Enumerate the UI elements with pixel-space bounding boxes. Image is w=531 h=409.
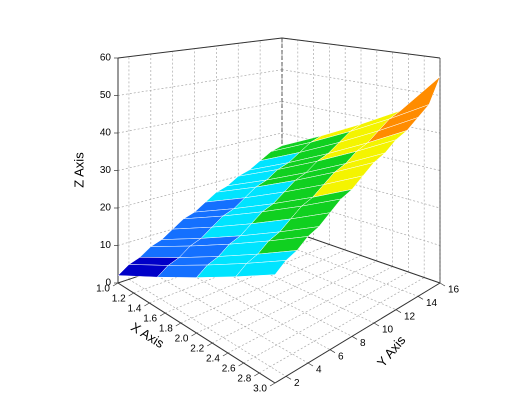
x-tick-label: 3.0	[253, 384, 267, 395]
grid-line	[281, 164, 441, 209]
grid-line	[180, 249, 346, 324]
axis-frame	[281, 227, 441, 284]
grid-line	[281, 195, 441, 246]
tick-mark	[191, 332, 197, 337]
y-axis-title: Y Axis	[374, 332, 409, 370]
z-axis-title: Z Axis	[71, 152, 86, 188]
grid-line	[117, 69, 283, 96]
grid-line	[281, 100, 441, 134]
tick-mark	[439, 282, 446, 287]
y-tick-label: 12	[404, 311, 416, 322]
x-tick-label: 2.4	[206, 354, 220, 365]
grid-line	[117, 132, 283, 171]
grid-line	[281, 69, 441, 96]
y-tick-label: 2	[294, 378, 300, 389]
tick-mark	[144, 302, 150, 307]
z-tick-label: 10	[100, 240, 112, 251]
grid-line	[164, 244, 330, 314]
y-tick-label: 10	[382, 325, 394, 336]
x-tick-label: 1.4	[127, 304, 141, 315]
grid-line	[117, 100, 283, 134]
tick-mark	[395, 309, 402, 313]
grid-line	[243, 271, 409, 364]
tick-mark	[329, 349, 336, 353]
tick-mark	[254, 372, 260, 377]
z-tick-label: 30	[100, 165, 112, 176]
tick-mark	[238, 362, 244, 367]
tick-mark	[351, 336, 358, 340]
grid-line	[128, 279, 287, 377]
x-tick-label: 1.0	[96, 284, 110, 295]
axis-frame	[117, 37, 283, 59]
axis-frame	[281, 37, 441, 59]
y-tick-label: 16	[448, 285, 460, 296]
tick-mark	[175, 322, 181, 327]
y-tick-label: 4	[316, 365, 322, 376]
grid-line	[212, 260, 377, 344]
x-tick-label: 2.0	[175, 334, 189, 345]
y-tick-label: 6	[338, 351, 344, 362]
grid-line	[227, 266, 393, 354]
x-tick-label: 1.2	[112, 294, 126, 305]
x-tick-label: 2.6	[222, 364, 236, 375]
tick-mark	[112, 282, 119, 287]
grid-line	[172, 264, 331, 350]
x-tick-label: 1.8	[159, 324, 173, 335]
tick-mark	[373, 322, 380, 327]
x-tick-label: 2.8	[237, 374, 251, 385]
tick-mark	[269, 382, 276, 387]
y-tick-label: 8	[360, 338, 366, 349]
tick-mark	[128, 292, 134, 297]
surface-patch	[235, 260, 287, 278]
tick-mark	[417, 296, 424, 300]
tick-mark	[207, 342, 213, 347]
x-tick-label: 2.2	[190, 344, 204, 355]
tick-mark	[222, 352, 229, 357]
axis-frame	[274, 282, 441, 384]
y-tick-label: 14	[426, 298, 438, 309]
x-tick-label: 1.6	[143, 314, 157, 325]
tick-mark	[285, 376, 292, 380]
z-tick-label: 0	[105, 278, 111, 289]
z-tick-label: 40	[100, 128, 112, 139]
z-tick-label: 60	[100, 53, 112, 64]
z-tick-label: 20	[100, 203, 112, 214]
tick-mark	[307, 362, 314, 367]
tick-mark	[159, 312, 166, 317]
z-tick-label: 50	[100, 90, 112, 101]
